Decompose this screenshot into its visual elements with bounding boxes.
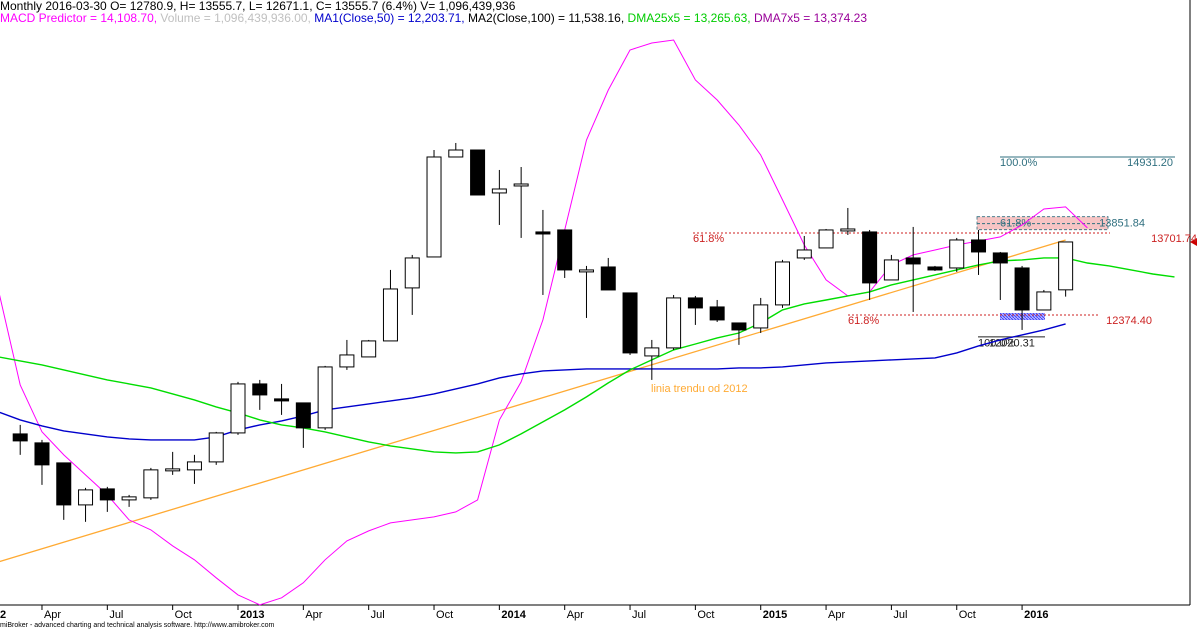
indicator: MA1(Close,50) = 12,203.71, [314,11,468,25]
candle-body [208,432,224,463]
candle-body [339,354,355,368]
candle-body [404,257,420,289]
candle-body [840,228,856,232]
x-tick-label: Oct [697,609,714,621]
candle-body [317,366,333,429]
candle-body [644,347,660,357]
fib-pct: 100.0% [978,338,1016,350]
candle-body [666,297,682,349]
x-tick-label: 2014 [501,609,526,621]
candle-body [426,156,442,258]
candle-body [535,231,551,235]
candle-body [121,496,137,501]
candle-body [775,261,790,306]
x-tick-label: Apr [305,609,322,621]
fib-value: 13701.74 [1151,233,1197,245]
footer: miBroker - advanced charting and technic… [0,622,274,629]
x-tick-label: Jul [632,609,646,621]
fib-pct: 61.8% [848,315,879,327]
candle-body [252,383,268,396]
indicator: MACD Predictor = 14,108.70, [0,11,161,25]
candle-body [709,306,725,321]
indicator: MA2(Close,100) = 11,538.16, [467,11,628,25]
candle-body [796,249,812,259]
x-tick-label: Jul [371,609,385,621]
indicator: DMA25x5 = 13,265.63, [627,11,754,25]
x-tick-label: Oct [175,609,192,621]
x-tick-label: 2016 [1024,609,1048,621]
candle-body [470,149,486,196]
candle-body [1058,241,1074,291]
fib-value: 12020.31 [989,338,1035,350]
last-price-marker [1190,238,1197,246]
indicator: DMA7x5 = 13,374.23 [753,11,868,25]
candle-body [1014,267,1030,311]
candle-body [56,462,72,506]
candle-body [165,468,181,472]
x-tick-label: 2 [0,609,6,621]
x-tick-label: Apr [44,609,61,621]
candle-body [1036,291,1052,311]
trend-line [0,239,1066,563]
indicator-line [0,257,1175,454]
fib-value: 12374.40 [1106,315,1152,327]
x-tick-label: 2015 [763,609,787,621]
x-tick-label: Jul [109,609,123,621]
x-tick-label: 2013 [240,609,264,621]
candle-body [34,442,50,466]
candle-body [78,489,94,506]
candle-body [295,402,311,429]
candle-body [491,188,507,194]
trend-label: linia trendu od 2012 [651,383,748,395]
indicator-line [0,323,1066,441]
candle-body [513,183,529,187]
candle-body [731,322,747,331]
candle-body [557,229,573,271]
fib-pct: 61.8% [1000,218,1031,230]
candle-body [818,229,834,249]
candle-body [883,259,899,281]
fib-pct: 61.8% [693,233,724,245]
indicator-line [0,39,1088,606]
candle-body [753,304,769,329]
candle-body [448,149,464,158]
candle-body [274,398,290,402]
x-tick-label: Oct [436,609,453,621]
candle-body [12,433,28,442]
candle-body [600,266,616,291]
candle-body [143,469,159,499]
candle-body [622,292,638,354]
candle-body [186,461,202,471]
x-tick-label: Apr [567,609,584,621]
fib-value: 13851.84 [1099,218,1145,230]
header: Monthly 2016-03-30 O= 12780.9, H= 13555.… [0,0,867,24]
candle-body [382,288,398,342]
candle-body [230,383,246,434]
candle-body [862,231,878,284]
x-tick-label: Oct [959,609,976,621]
candle-body [905,257,921,265]
x-tick-label: Jul [893,609,907,621]
candle-body [992,252,1008,264]
x-tick-label: Apr [828,609,845,621]
candle-body [971,239,987,253]
indicator-row: MACD Predictor = 14,108.70, Volume = 1,0… [0,12,867,24]
candle-body [578,269,594,273]
header-title: Monthly 2016-03-30 O= 12780.9, H= 13555.… [0,0,516,13]
fib-value: 14931.20 [1127,157,1173,169]
candle-body [927,266,943,271]
candle-body [687,297,703,309]
fib-pct: 100.0% [1000,157,1038,169]
candle-body [361,340,377,358]
indicator: Volume = 1,096,439,936.00, [160,11,315,25]
candle-body [99,488,115,501]
candle-body [949,239,965,269]
